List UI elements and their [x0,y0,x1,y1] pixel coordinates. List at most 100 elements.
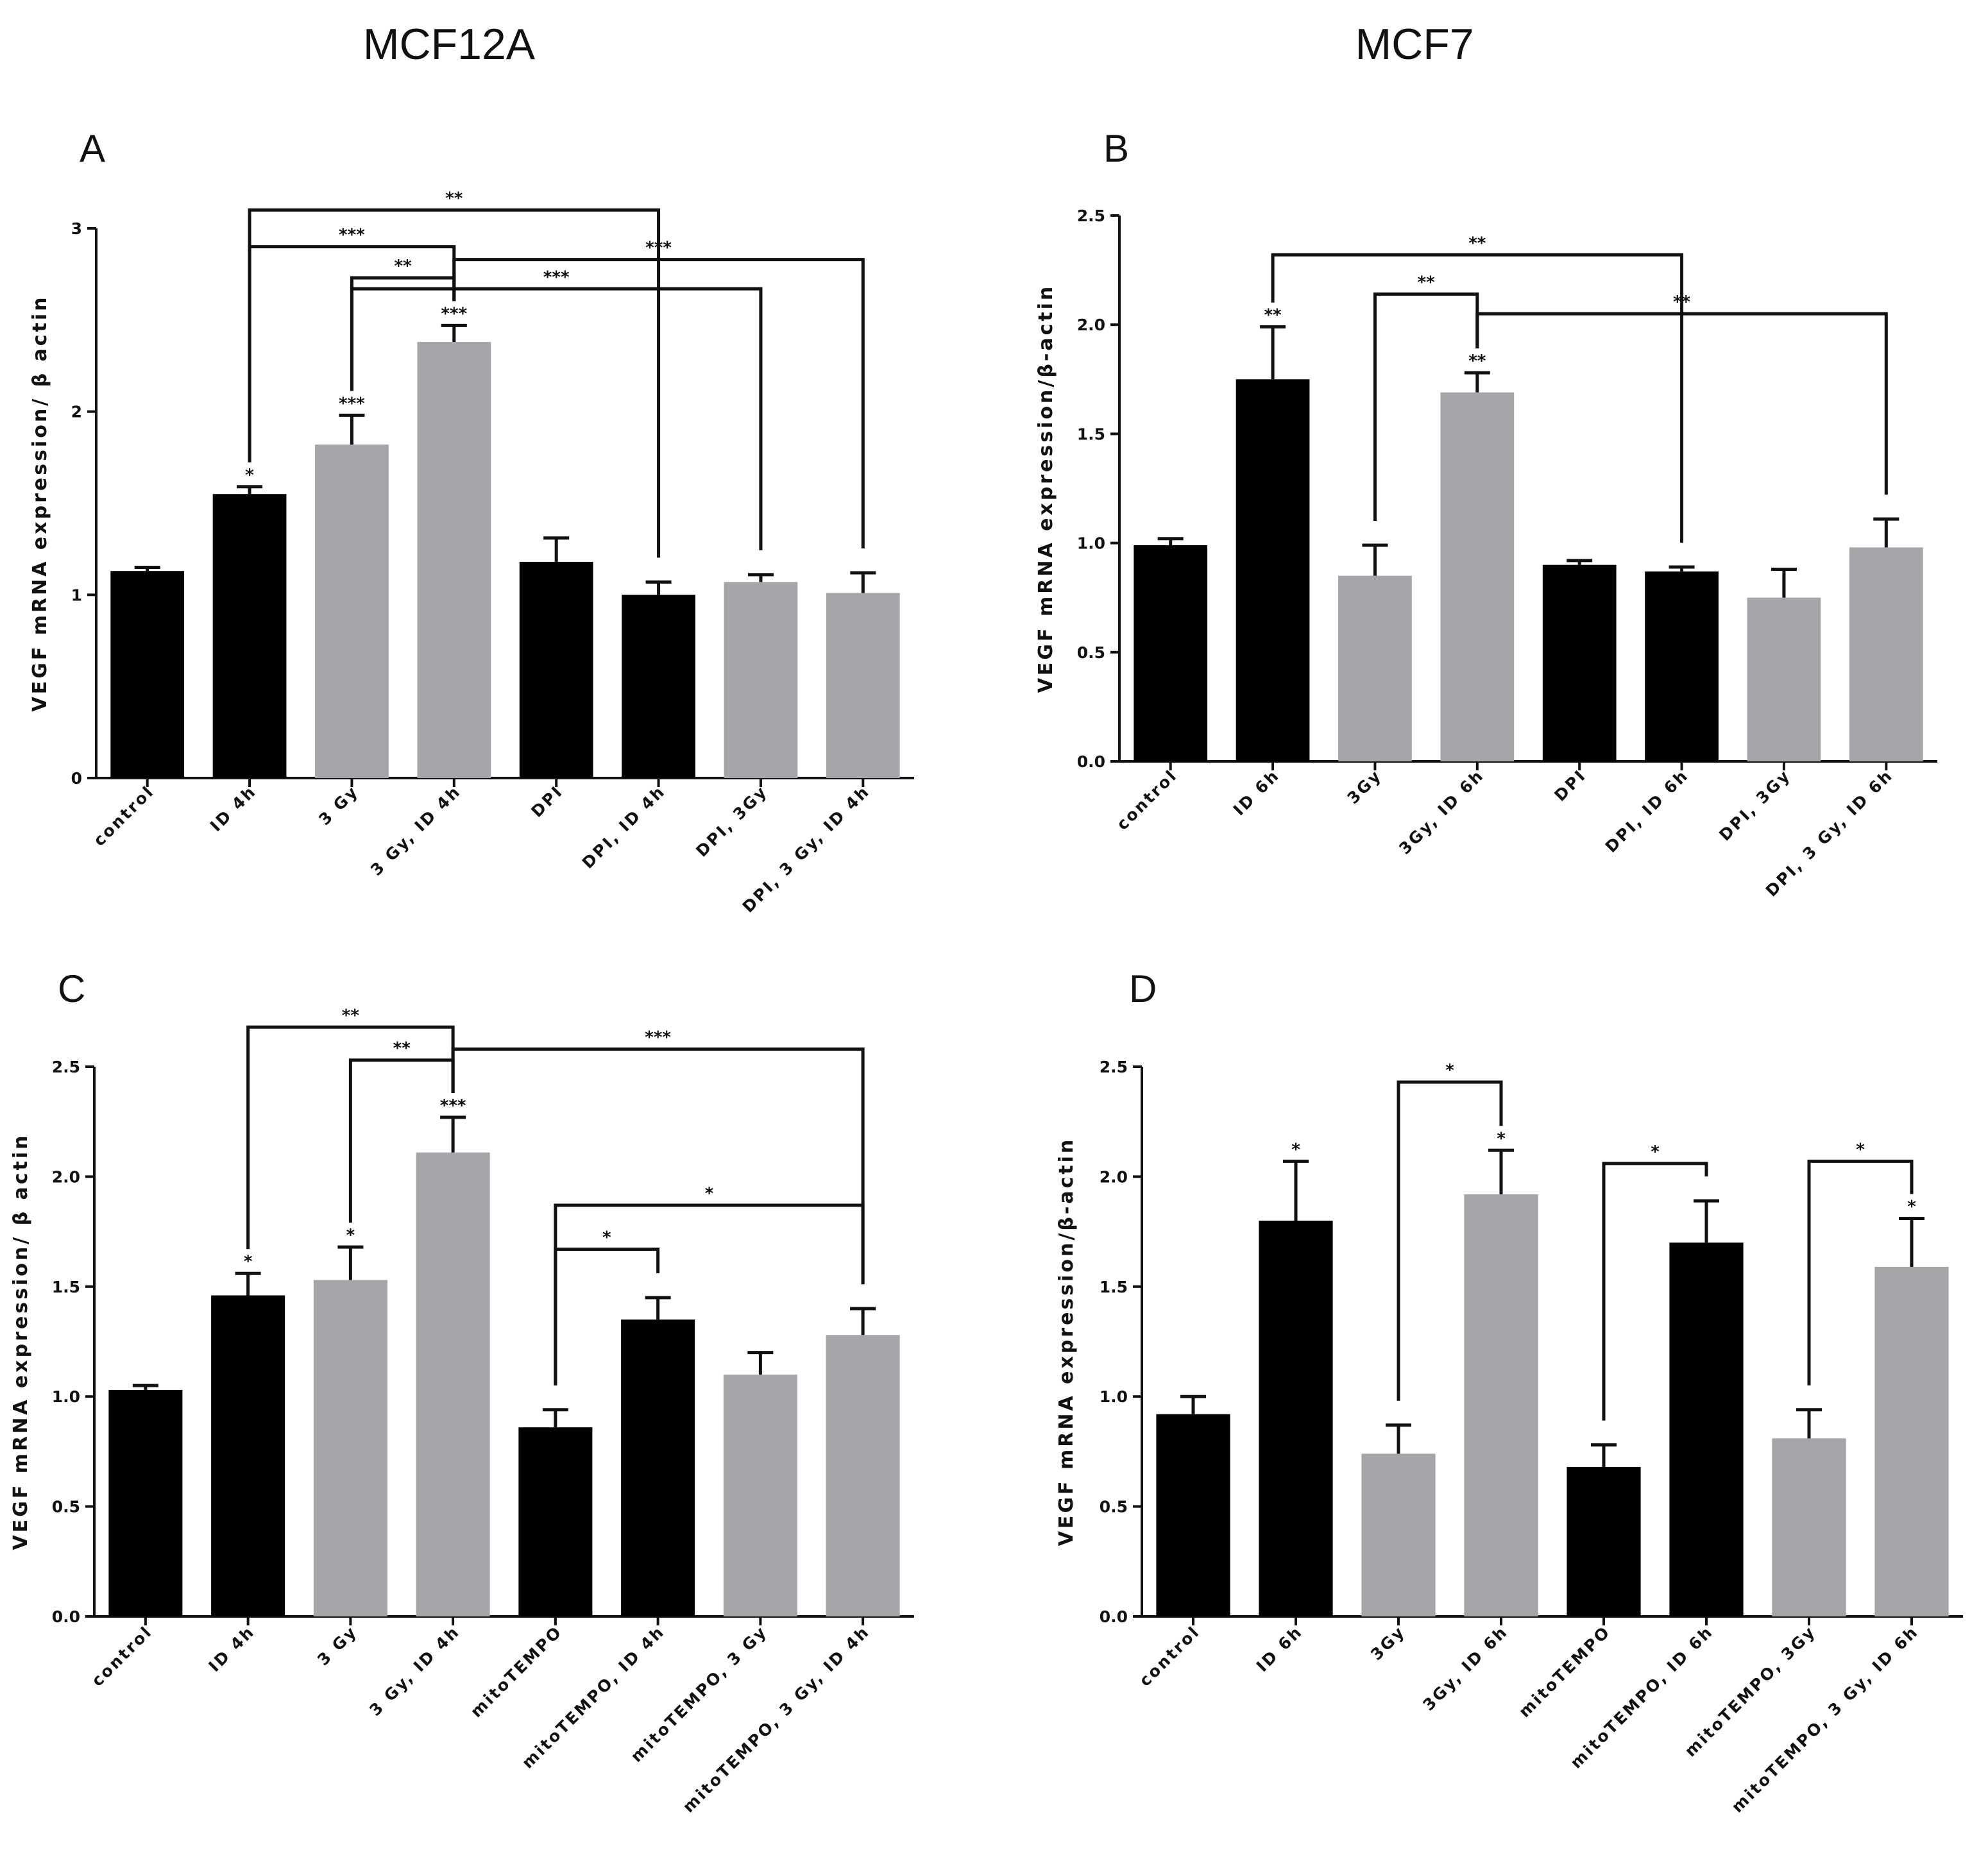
panel-d-bar [1669,1242,1744,1616]
panel-d-bar [1772,1438,1846,1616]
panel-b-bar [1645,571,1719,761]
panel-b-category-label: 3Gy, ID 6h [1395,766,1488,858]
panel-a-y-tick-label: 1 [71,586,82,604]
panel-b-bar [1747,597,1821,761]
panel-a-category-label: 3 Gy [315,782,362,829]
panel-d-bar [1464,1194,1538,1616]
panel-b-y-tick-label: 1.0 [1077,534,1105,553]
panel-b-bar [1338,575,1412,761]
panel-b-bar-significance: ** [1264,306,1282,325]
panel-c: C 0.0 0.5 1.0 1.5 2.0 2.5 VEGF mRNA expression… [10,967,914,1816]
panel-d-y-axis-label: VEGF mRNA expression/β-actin [1055,1137,1078,1547]
panel-b-y-tick-label: 1.5 [1077,425,1105,443]
panel-c-bar [211,1295,285,1616]
panel-a-bar-significance: *** [339,394,365,413]
panel-a-category-label: 3 Gy, ID 4h [367,782,464,879]
panel-d-bar-significance: * [1907,1198,1916,1217]
panel-b-y-tick-label: 0.5 [1077,643,1105,662]
panel-c-significance-bracket [554,1203,865,1386]
panel-b-significance-bracket [1475,312,1888,495]
panel-a-significance-bracket [350,287,763,550]
panel-b-category-label: control [1113,766,1181,834]
panel-d-category-label: 3Gy, ID 6h [1419,1622,1511,1715]
panel-letter-d: D [1129,967,1157,1010]
panel-a-bar [519,561,593,778]
panel-c-bar [826,1335,900,1616]
panel-a-bracket-label: ** [445,189,463,208]
panel-c-bar-significance: * [346,1226,355,1245]
panel-d-bar [1259,1220,1333,1616]
panel-c-y-tick-label: 2.5 [52,1058,80,1076]
panel-b-bracket-label: ** [1673,292,1691,312]
panel-c-bar [518,1427,593,1616]
panel-d-significance-bracket [1602,1162,1708,1421]
panel-b-category-label: ID 6h [1230,766,1283,819]
panel-a-bar-significance: * [245,466,254,485]
panel-a-bar [622,595,695,778]
panel-a-bar [315,445,389,778]
panel-b-bar [1236,379,1310,761]
panel-b-y-tick-label: 2.5 [1077,207,1105,225]
panel-d-category-label: control [1135,1622,1203,1690]
panel-c-bar [621,1319,695,1616]
panel-d-bar [1567,1466,1641,1616]
panel-d-bar [1874,1266,1949,1616]
panel-d-bar [1361,1453,1436,1616]
panel-d-significance-bracket [1807,1159,1914,1386]
panel-d-category-label: mitoTEMPO [1515,1622,1614,1721]
panel-c-category-label: mitoTEMPO [467,1622,566,1721]
panel-c-y-axis-label: VEGF mRNA expression/ β actin [10,1133,32,1550]
panel-a-y-tick-label: 3 [71,219,82,238]
panel-letter-a: A [80,127,105,170]
panel-c-bracket-label: * [705,1184,714,1203]
panel-d-significance-bracket [1397,1080,1503,1401]
panel-c-bracket-label: *** [645,1028,671,1047]
panel-a-bar [724,582,798,778]
panel-d-bracket-label: * [1856,1140,1865,1159]
panel-d-y-tick-label: 0.5 [1100,1498,1128,1516]
panel-b-y-axis-label: VEGF mRNA expression/β-actin [1035,284,1057,693]
panel-b-bar [1542,564,1617,761]
panel-d-category-label: 3Gy [1367,1622,1409,1664]
panel-c-bar-significance: *** [440,1096,466,1115]
panel-a-bracket-label: *** [645,239,672,258]
panel-d-y-tick-label: 1.0 [1100,1387,1128,1406]
panel-b-category-label: DPI, ID 6h [1602,766,1692,856]
panel-d-bar [1156,1414,1230,1616]
panel-b-category-label: DPI [1550,766,1590,805]
panel-c-y-tick-label: 0.0 [52,1607,80,1626]
panel-d-y-tick-label: 0.0 [1100,1607,1128,1626]
panel-a-bracket-label: *** [339,226,365,245]
panel-c-bar [723,1374,797,1616]
panel-c-significance-bracket [451,1047,865,1285]
panel-a-category-label: DPI [527,782,566,821]
panel-c-category-label: 3 Gy, ID 4h [366,1622,463,1720]
panel-b-bar-significance: ** [1468,352,1486,371]
panel-c-y-tick-label: 1.5 [52,1278,80,1296]
panel-a-bar-significance: *** [441,304,467,323]
panel-letter-b: B [1103,127,1129,170]
panel-b-bar [1849,547,1923,761]
panel-a-y-tick-label: 0 [71,769,82,788]
column-title-mcf7: MCF7 [1355,20,1474,69]
panel-c-bracket-label: ** [342,1006,360,1025]
panel-a: A 0 1 2 3 VEGF mRNA expression/ β actin contr… [29,127,914,917]
panel-c-category-label: 3 Gy [314,1622,361,1669]
panel-c-bar-significance: * [244,1252,253,1271]
panel-a-category-label: DPI, ID 4h [579,782,669,872]
panel-d-y-tick-label: 2.0 [1100,1167,1128,1186]
panel-c-category-label: control [88,1622,156,1690]
panel-c-bracket-label: ** [393,1039,411,1058]
panel-d-bracket-label: * [1651,1142,1660,1162]
panel-a-bar [212,494,287,778]
panel-a-significance-bracket [452,258,865,549]
panel-a-bar [417,342,491,778]
panel-b-bar [1440,392,1515,761]
panel-c-category-label: mitoTEMPO, 3 Gy, ID 4h [679,1622,874,1817]
panel-c-bracket-label: * [602,1228,611,1248]
panel-a-category-label: control [90,782,158,850]
panel-c-significance-bracket [554,1248,660,1386]
panel-d-y-tick-label: 1.5 [1100,1278,1128,1296]
panel-b-category-label: DPI, 3Gy [1715,766,1794,845]
panel-b-y-tick-label: 2.0 [1077,316,1105,334]
